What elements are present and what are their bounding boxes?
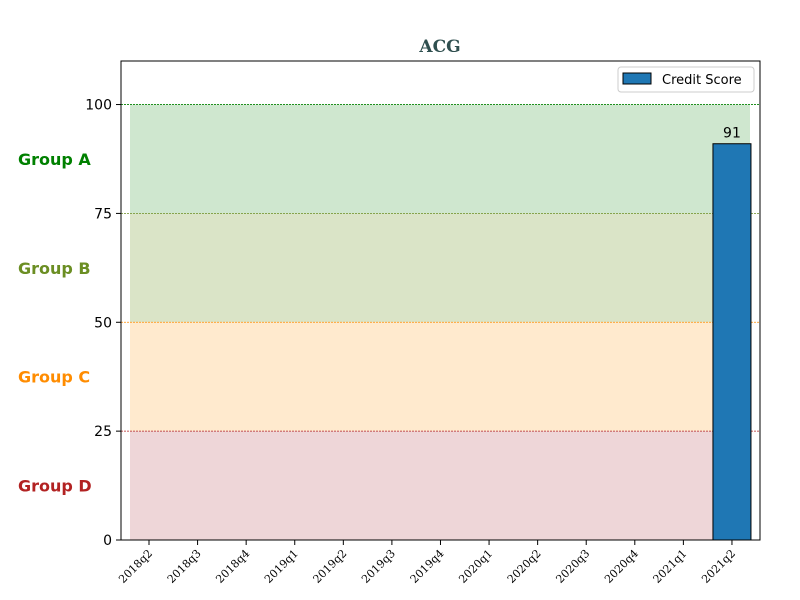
x-tick-label: 2021q1 [651, 547, 690, 586]
chart-title: ACG [418, 37, 460, 57]
band-group-b [130, 213, 750, 323]
x-tick-label: 2018q4 [213, 547, 252, 586]
x-tick-label: 2020q4 [602, 547, 641, 586]
x-tick-label: 2019q4 [408, 547, 447, 586]
bar-value-label: 91 [723, 126, 741, 142]
x-tick-label: 2020q2 [505, 547, 544, 586]
y-tick-label: 0 [103, 533, 112, 549]
x-tick-label: 2019q1 [262, 547, 301, 586]
legend-swatch [622, 72, 652, 85]
y-tick-label: 75 [94, 206, 112, 222]
group-label-group-a: Group A [18, 150, 91, 169]
x-tick-label: 2021q2 [699, 547, 738, 586]
y-axis: 0 25 50 75 100 [85, 98, 121, 549]
y-tick-label: 100 [85, 98, 112, 114]
bar-2021q2 [712, 143, 752, 541]
group-label-group-d: Group D [18, 477, 92, 496]
x-tick-label: 2018q2 [116, 547, 155, 586]
band-group-d [130, 431, 750, 540]
group-bands [121, 104, 760, 540]
band-group-a [130, 104, 750, 214]
legend-label: Credit Score [662, 73, 742, 88]
y-tick-label: 25 [94, 424, 112, 440]
group-label-group-c: Group C [18, 368, 90, 387]
y-tick-label: 50 [94, 315, 112, 331]
legend-box [617, 66, 755, 93]
x-axis: 2018q2 2018q3 2018q4 2019q1 2019q2 2019q3 2019… [116, 540, 738, 586]
legend: Credit Score [617, 66, 755, 93]
x-tick-label: 2019q3 [359, 547, 398, 586]
x-tick-label: 2018q3 [165, 547, 204, 586]
x-tick-label: 2020q3 [553, 547, 592, 586]
x-tick-label: 2019q2 [311, 547, 350, 586]
bars: 91 [712, 126, 752, 541]
group-labels: Group A Group B Group C Group D [18, 150, 92, 496]
band-group-c [130, 322, 750, 432]
group-label-group-b: Group B [18, 259, 91, 278]
x-tick-label: 2020q1 [456, 547, 495, 586]
